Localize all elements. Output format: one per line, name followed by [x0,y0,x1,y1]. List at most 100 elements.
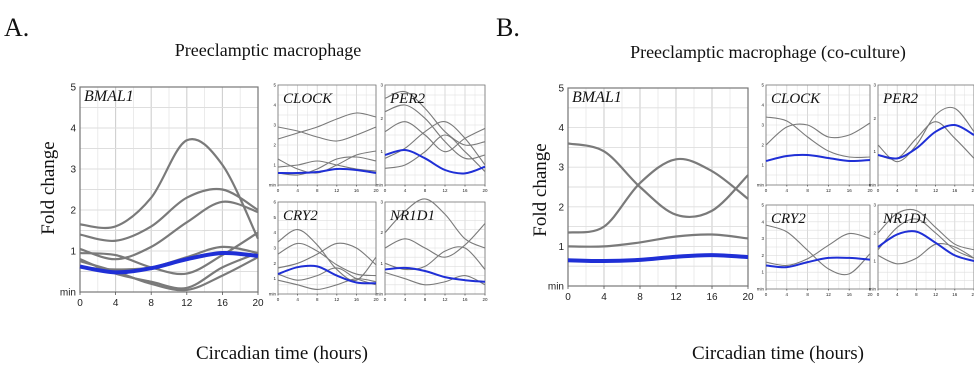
panel-b-clock-x-tick-2: 8 [806,188,809,193]
panel-a-bmal1-y-tick-2: 2 [70,206,76,217]
panel-b-cry2-x-tick-4: 16 [847,292,853,297]
panel-a-clock-x-tick-5: 20 [373,188,379,193]
panel-b-clock-x-tick-3: 12 [826,188,832,193]
panel-a-per2-grey-series-0 [384,90,486,146]
panel-a-cry2-x-tick-3: 12 [334,297,340,302]
panel-b-cry2-x-tick-1: 4 [786,292,789,297]
panel-a-per2-y-tick-2: 2 [380,116,383,121]
panel-b-bmal1-blue-series [567,253,749,264]
panel-b-clock-y-tick-2: 2 [761,143,764,148]
panel-b-per2-x-tick-1: 4 [896,188,899,193]
panel-a-per2-x-tick-4: 16 [462,188,468,193]
panel-a-clock-y-tick-1: 1 [273,163,276,168]
panel-a-bmal1-y-tick-3: 3 [70,165,76,176]
panel-a-cry2-gene-label: CRY2 [283,208,318,224]
panel-a-nr1d1-blue-series [384,266,486,283]
panel-b-title: Preeclamptic macrophage (co-culture) [630,42,906,63]
panel-a-cry2-x-tick-2: 8 [316,297,319,302]
panel-b-nr1d1-x-tick-1: 4 [896,292,899,297]
panel-b-nr1d1-x-tick-3: 12 [933,292,939,297]
panel-b-bmal1-grey-series-0 [567,142,749,219]
panel-b-bmal1-grey-series-1 [567,157,749,234]
panel-a-nr1d1-x-tick-2: 8 [424,297,427,302]
panel-b-clock-x-tick-5: 20 [867,188,873,193]
panel-b-nr1d1-grey-series-2 [877,242,974,265]
panel-b-cry2-y-tick-3: 3 [761,236,764,241]
panel-a-bmal1-x-tick-3: 12 [181,298,193,309]
panel-a-clock-x-tick-3: 12 [334,188,340,193]
panel-b-nr1d1-grid [877,204,974,290]
panel-a-clock-gene-label: CLOCK [283,91,333,107]
panel-b-cry2-x-tick-0: 0 [765,292,768,297]
panel-b-per2-y-tick-1: 1 [873,149,876,154]
panel-a-bmal1-x-tick-5: 20 [252,298,264,309]
panel-a-xlabel: Circadian time (hours) [196,343,368,364]
panel-b-clock-grey-series-0 [765,116,871,158]
panel-a-per2-y-tick-3: 3 [380,83,383,88]
panel-b-xlabel: Circadian time (hours) [692,343,864,364]
panel-a-bmal1-x-tick-0: 0 [77,298,83,309]
panel-b-per2-y-tick-0: min [869,183,877,188]
panel-b-nr1d1-y-tick-3: 3 [873,203,876,208]
panel-a-clock-x-tick-4: 16 [354,188,360,193]
panel-b-bmal1-y-tick-4: 4 [558,123,564,134]
panel-a-ylabel: Fold change [38,141,59,234]
panel-b-clock-x-tick-0: 0 [765,188,768,193]
panel-b-cry2-frame [765,204,871,290]
panel-a-per2-gene-label: PER2 [389,91,425,107]
panel-a-per2-y-tick-1: 1 [380,149,383,154]
panel-b-clock-grey-series-1 [765,122,871,146]
panel-a-per2-frame [384,84,486,186]
panel-b-clock-y-tick-4: 4 [761,103,764,108]
panel-b-clock-y-tick-5: 5 [761,83,764,88]
panel-a-cry2-grey-series-4 [277,278,377,290]
panel-b-nr1d1-x-tick-5: 20 [971,292,974,297]
panel-b-clock-blue-series [765,153,871,163]
panel-a-clock-grid [277,84,377,186]
panel-b-bmal1-frame [567,87,749,287]
panel-b-per2-x-tick-4: 16 [952,188,958,193]
panel-b-cry2-x-tick-3: 12 [826,292,832,297]
panel-a-cry2-y-tick-0: min [269,292,277,297]
panel-a-title: Preeclamptic macrophage [175,40,361,60]
panel-a-per2-x-tick-1: 4 [404,188,407,193]
panel-a-bmal1-x-tick-2: 8 [148,298,154,309]
panel-b-per2-y-tick-3: 3 [873,83,876,88]
panel-b-nr1d1-x-tick-0: 0 [877,292,880,297]
panel-a-clock-x-tick-2: 8 [316,188,319,193]
panel-b-cry2-gene-label: CRY2 [771,211,806,227]
panel-b-per2-blue-series [877,123,974,160]
panel-b-clock-x-tick-4: 16 [847,188,853,193]
panel-b-ylabel: Fold change [530,143,551,236]
panel-a-bmal1-grey-series-2 [79,200,259,261]
panel-a-bmal1-gene-label: BMAL1 [84,88,134,105]
panel-b-cry2-y-tick-1: 1 [761,270,764,275]
panel-a-per2-grey-series-2 [384,121,486,153]
panel-a-cry2-y-tick-3: 3 [273,246,276,251]
panel-b-clock-frame [765,84,871,186]
panel-b-cry2-y-tick-4: 4 [761,219,764,224]
panel-a-nr1d1-grey-series-3 [384,272,486,286]
panel-a-per2-x-tick-5: 20 [482,188,488,193]
panel-b-nr1d1-x-tick-2: 8 [915,292,918,297]
panel-b-per2-y-tick-2: 2 [873,116,876,121]
panel-a-cry2-frame [277,201,377,295]
panel-a-clock-y-tick-3: 3 [273,123,276,128]
panel-a-clock-grey-series-1 [277,112,377,140]
panel-a-bmal1-frame [79,86,259,293]
panel-b-bmal1-grey-series-2 [567,233,749,248]
panel-a-nr1d1-x-tick-4: 16 [462,297,468,302]
panel-a-cry2-grey-series-2 [277,242,377,269]
panel-b-clock-gene-label: CLOCK [771,91,821,107]
panel-b-clock-y-tick-1: 1 [761,163,764,168]
panel-a-clock-y-tick-5: 5 [273,83,276,88]
panel-a-per2-x-tick-2: 8 [424,188,427,193]
panel-a-per2-x-tick-0: 0 [384,188,387,193]
panel-b-per2-x-tick-2: 8 [915,188,918,193]
panel-a-clock-y-tick-4: 4 [273,103,276,108]
